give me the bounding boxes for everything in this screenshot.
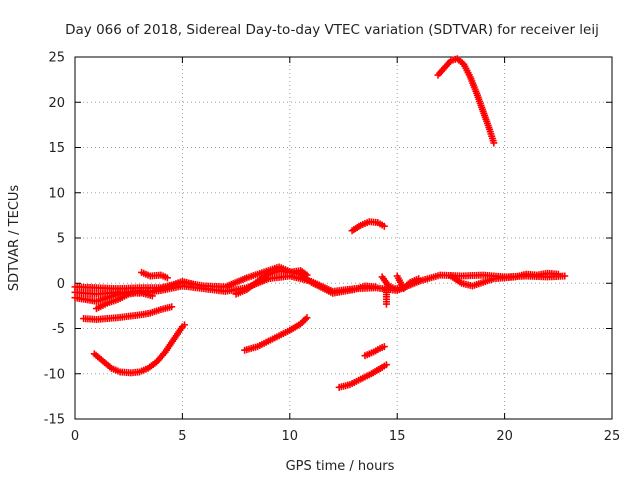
series-arc-9 bbox=[335, 361, 390, 391]
data-point-marker bbox=[163, 274, 171, 282]
series-arc-short-2 bbox=[232, 267, 311, 298]
data-point-marker bbox=[382, 300, 390, 308]
series-arc-7 bbox=[90, 321, 189, 377]
data-point-marker bbox=[168, 303, 176, 311]
data-points bbox=[71, 55, 569, 391]
data-point-marker bbox=[148, 292, 156, 300]
series-arc-6 bbox=[92, 288, 156, 313]
y-tick-label: 0 bbox=[57, 277, 65, 292]
grid bbox=[75, 57, 612, 419]
y-tick-label: 5 bbox=[57, 232, 65, 247]
series-arc-10 bbox=[361, 343, 388, 360]
data-point-marker bbox=[303, 271, 311, 279]
series-arc-short-1 bbox=[138, 268, 171, 282]
data-point-marker bbox=[415, 275, 423, 283]
data-point-marker bbox=[181, 321, 189, 329]
y-tick-label: -5 bbox=[52, 322, 65, 337]
data-point-marker bbox=[380, 343, 388, 351]
data-point-marker bbox=[554, 270, 562, 278]
y-axis-label: SDTVAR / TECUs bbox=[7, 185, 22, 292]
x-tick-label: 25 bbox=[604, 429, 621, 444]
data-point-marker bbox=[561, 272, 569, 280]
data-point-marker bbox=[490, 139, 498, 147]
data-point-marker bbox=[382, 361, 390, 369]
series-arc-11 bbox=[348, 218, 388, 235]
x-tick-label: 5 bbox=[178, 429, 186, 444]
series-arc-8 bbox=[241, 314, 311, 354]
x-axis-label: GPS time / hours bbox=[286, 459, 395, 474]
x-tick-label: 20 bbox=[496, 429, 513, 444]
chart-title: Day 066 of 2018, Sidereal Day-to-day VTE… bbox=[65, 22, 599, 38]
y-tick-label: 15 bbox=[48, 141, 65, 156]
series-arc-5 bbox=[80, 303, 176, 323]
x-tick-label: 15 bbox=[389, 429, 406, 444]
axis-ticks: 0 5 10 15 20 25 -15 -10 -5 0 5 10 15 20 25 bbox=[44, 51, 621, 445]
data-point-marker bbox=[189, 280, 197, 288]
y-tick-label: 10 bbox=[48, 186, 65, 201]
y-tick-label: 25 bbox=[48, 51, 65, 66]
series-arc-3 bbox=[378, 273, 405, 293]
data-point-marker bbox=[380, 222, 388, 230]
data-point-marker bbox=[372, 283, 380, 291]
series-arc-vert bbox=[382, 284, 390, 308]
series-arc-peak bbox=[434, 55, 498, 147]
series-arc-late-b bbox=[447, 269, 562, 290]
data-point-marker bbox=[397, 284, 405, 292]
y-tick-label: -10 bbox=[44, 367, 65, 382]
x-tick-label: 0 bbox=[71, 429, 79, 444]
y-tick-label: 20 bbox=[48, 96, 65, 111]
data-point-marker bbox=[303, 314, 311, 322]
y-tick-label: -15 bbox=[44, 413, 65, 428]
x-tick-label: 10 bbox=[282, 429, 299, 444]
